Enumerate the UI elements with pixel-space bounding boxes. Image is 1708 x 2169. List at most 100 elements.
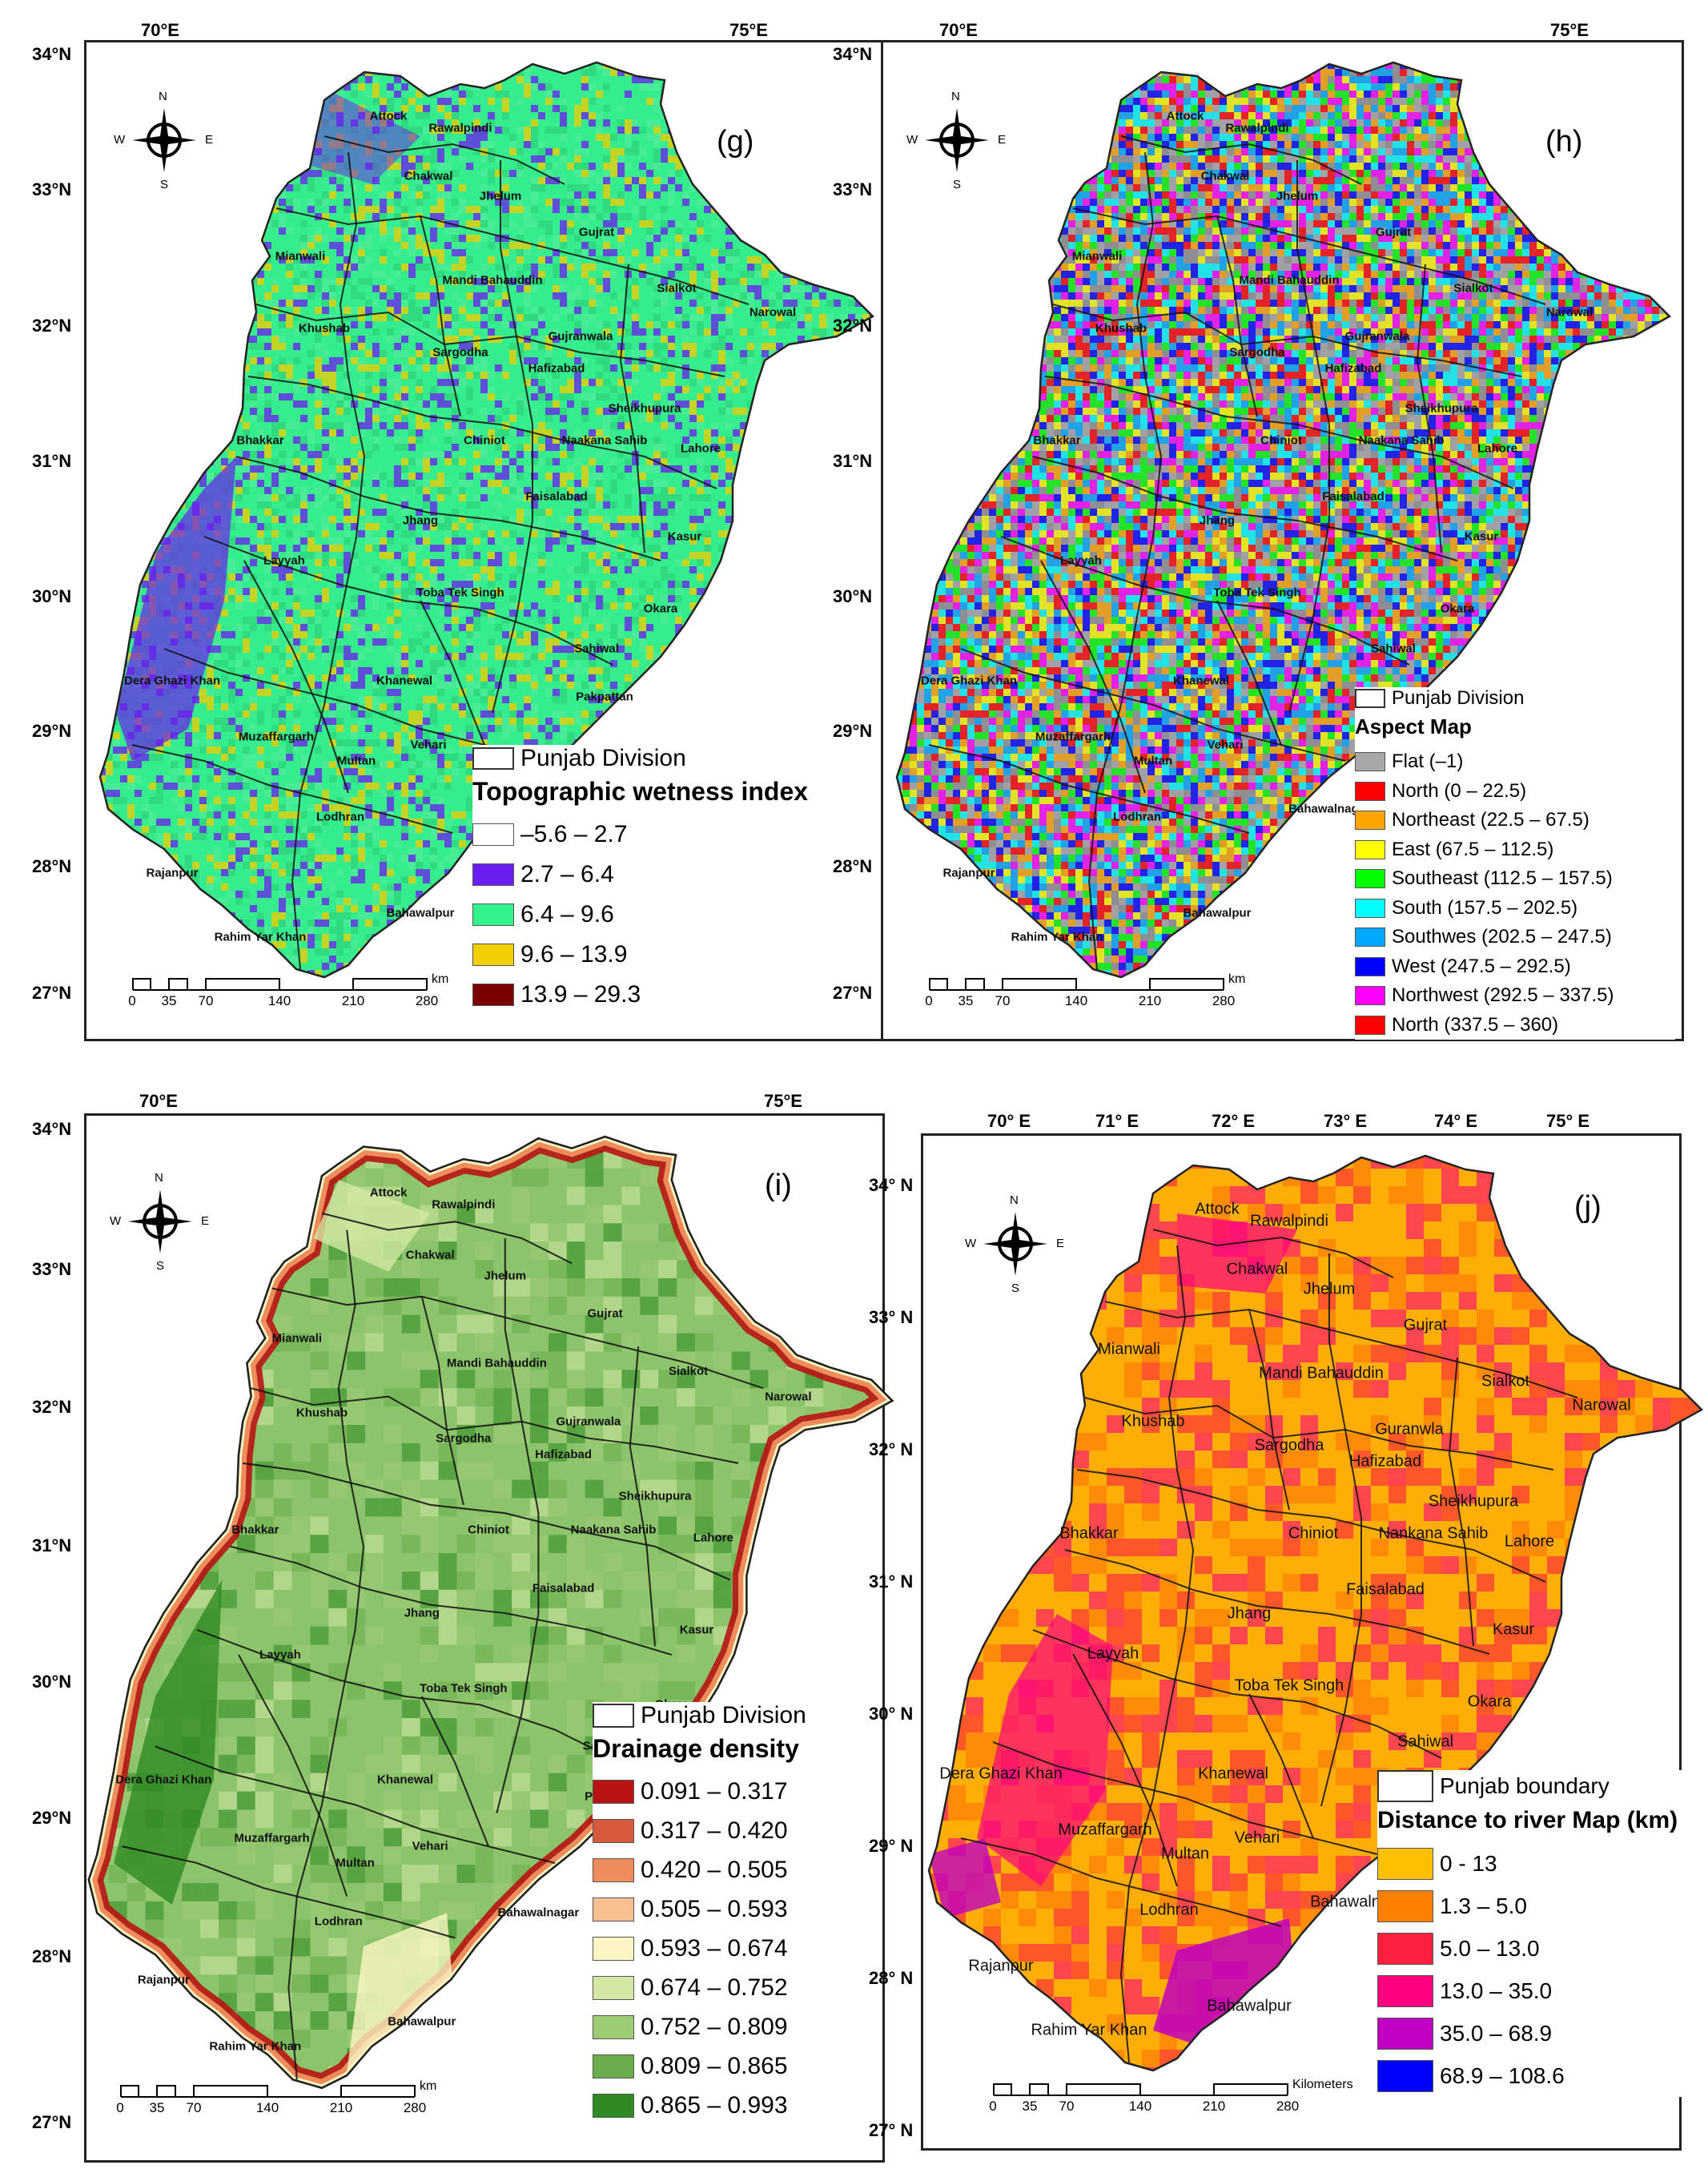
legend-item: 0.317 – 0.420 [593,1811,881,1850]
district-label: Toba Tek Singh [420,1681,507,1695]
district-label: Rawalpindi [432,1198,495,1212]
legend-item: 2.7 – 6.4 [472,855,825,895]
district-label: Rahim Yar Khan [209,2039,301,2053]
legend-item-label: 0.593 – 0.674 [641,1935,788,1962]
legend-swatch [1377,2059,1433,2092]
latitude-tick: 31°N [833,451,872,472]
scale-number: 0 [925,993,932,1009]
legend-title: Distance to river Map (km) [1377,1807,1682,1834]
district-label: Attock [1167,110,1204,123]
legend-item-label: Northwest (292.5 – 337.5) [1392,984,1614,1007]
scale-number: 0 [989,2099,996,2115]
legend-item: Flat (–1) [1355,747,1675,777]
legend-item: 68.9 – 108.6 [1377,2054,1682,2097]
latitude-tick: 32°N [32,1397,71,1418]
latitude-tick: 31° N [869,1571,913,1592]
legend-swatch [1355,928,1385,948]
legend-item: 1.3 – 5.0 [1377,1885,1682,1927]
legend-item-label: 0.809 – 0.865 [641,2053,788,2080]
latitude-tick: 29° N [869,1836,913,1857]
scale-unit: km [1228,972,1245,987]
legend-swatch [472,823,514,846]
district-label: Mandi Bahauddin [447,1357,547,1370]
district-label: Gujranwala [1345,330,1410,344]
scale-number: 35 [150,2100,165,2116]
scale-number: 35 [958,993,974,1009]
district-label: Bahawalpur [386,907,454,920]
legend-boundary: Punjab Division [593,1702,881,1729]
district-label: Naakana Sahib [562,434,648,448]
legend-item: –5.6 – 2.7 [472,815,825,855]
district-label: Narowal [1572,1397,1630,1415]
district-label: Dera Ghazi Khan [921,674,1017,688]
district-label: Hafizabad [1349,1453,1421,1471]
legend-item-label: 0.752 – 0.809 [641,2014,788,2041]
scale-number: 70 [1059,2099,1075,2115]
legend-title: Drainage density [593,1734,881,1764]
legend-item: Southwes (202.5 – 247.5) [1355,923,1675,952]
district-label: Muzaffargarh [235,1831,310,1845]
district-label: Narowal [1546,306,1593,320]
district-label: Chakwal [1201,170,1250,183]
district-label: Dera Ghazi Khan [115,1773,211,1787]
legend-item: Northeast (22.5 – 67.5) [1355,806,1675,835]
district-label: Mandi Bahauddin [1240,274,1340,288]
legend-swatch [593,1936,634,1961]
legend-item: West (247.5 – 292.5) [1355,952,1675,982]
district-label: Vehari [1207,738,1243,752]
district-label: Bahawalpur [388,2014,456,2028]
scale-number: 280 [404,2100,426,2116]
district-label: Layyah [259,1648,301,1662]
scale-unit: km [420,2079,436,2094]
legend-swatch [593,1857,634,1882]
district-label: Okara [1468,1693,1511,1712]
legend-item-label: 9.6 – 13.9 [520,941,627,968]
district-label: Khushab [1122,1413,1185,1431]
district-label: Faisalabad [532,1581,595,1595]
district-label: Mianwali [272,1331,323,1345]
legend-item: 35.0 – 68.9 [1377,2012,1682,2054]
district-label: Sheikhupura [1405,402,1478,416]
scale-number: 140 [268,993,291,1009]
legend-item-label: 13.0 – 35.0 [1440,1978,1552,2004]
legend-item-label: 68.9 – 108.6 [1440,2063,1565,2089]
scale-number: 280 [1212,993,1235,1009]
district-label: Sialkot [1453,282,1493,296]
legend-item: 6.4 – 9.6 [472,895,825,935]
district-label: Sialkot [657,282,696,296]
district-label: Narowal [765,1390,811,1403]
district-label: Gujranwala [549,330,613,344]
compass-n-label: N [159,90,167,103]
district-label: Multan [336,1857,374,1870]
district-label: Bhakkar [1033,434,1080,448]
legend-swatch [1377,1932,1433,1965]
legend-swatch [1377,1847,1433,1880]
district-label: Okara [644,602,678,616]
district-label: Rajanpur [146,867,198,880]
latitude-tick: 32° N [869,1439,913,1460]
north-arrow-icon: N S W E [905,88,1009,192]
legend-item-label: North (337.5 – 360) [1392,1014,1558,1036]
compass-s-label: S [1011,1282,1019,1295]
north-arrow-icon: N S W E [963,1192,1067,1296]
district-label: Pakpattan [576,690,633,704]
compass-w-label: W [110,1214,121,1228]
legend-swatch [472,903,514,926]
latitude-tick: 28°N [833,856,872,877]
compass-w-label: W [906,133,918,147]
legend-boundary-label: Punjab Division [520,745,686,772]
legend-item-label: 0.505 – 0.593 [641,1896,788,1923]
scale-number: 280 [416,993,438,1009]
district-label: Bahawalpur [1183,907,1251,920]
legend-swatch [593,2054,634,2078]
map-legend: Punjab Division Aspect Map Flat (–1) North … [1355,687,1675,1040]
district-label: Muzaffargarh [239,730,314,744]
latitude-tick: 29°N [833,721,872,742]
district-label: Mianwali [1072,250,1123,264]
district-label: Dera Ghazi Khan [124,674,220,688]
district-label: Chiniot [1288,1525,1338,1543]
district-label: Sargodha [436,1431,491,1445]
district-label: Gujrat [1376,226,1411,239]
legend-item-label: South (157.5 – 202.5) [1392,897,1577,920]
compass-n-label: N [1010,1193,1019,1207]
